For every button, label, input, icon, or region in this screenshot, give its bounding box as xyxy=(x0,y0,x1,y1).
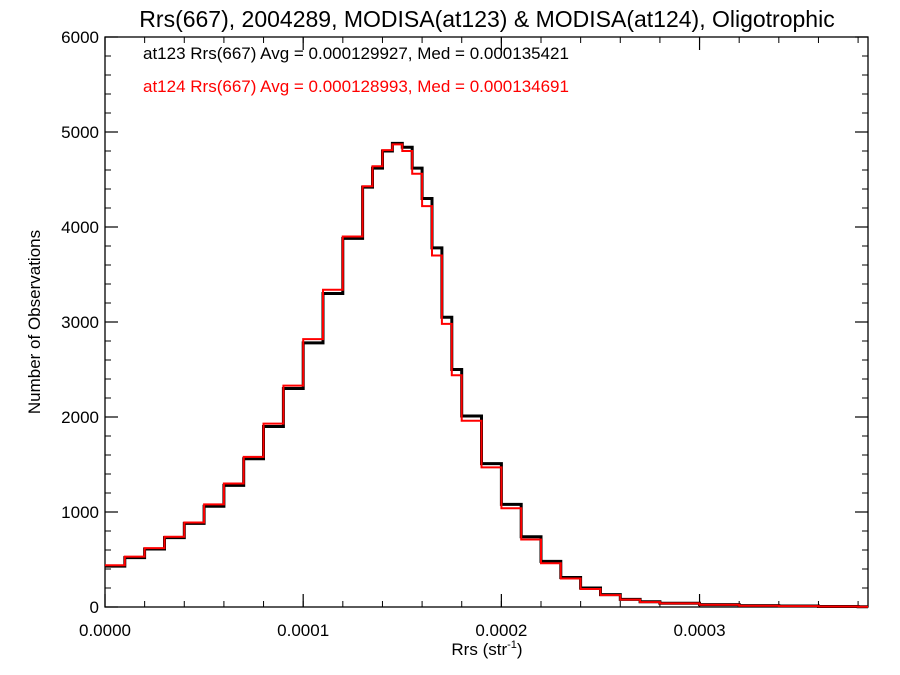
y-axis-label: Number of Observations xyxy=(25,230,44,414)
x-axis-label-superscript: -1 xyxy=(507,639,517,651)
legend-entry-at124: at124 Rrs(667) Avg = 0.000128993, Med = … xyxy=(143,77,569,96)
y-tick-label: 5000 xyxy=(61,123,99,142)
axis-ticks xyxy=(104,36,868,608)
chart-title: Rrs(667), 2004289, MODISA(at123) & MODIS… xyxy=(139,6,834,32)
x-tick-label: 0.0001 xyxy=(277,621,329,640)
x-axis-label-close: ) xyxy=(517,640,523,659)
x-tick-labels: 0.0000 0.0001 0.0002 0.0003 xyxy=(79,621,726,640)
plot-frame xyxy=(104,36,869,608)
series-line-1 xyxy=(105,143,868,608)
series-line-0 xyxy=(105,141,868,609)
y-tick-labels: 0 1000 2000 3000 4000 5000 6000 xyxy=(61,28,99,617)
y-tick-label: 0 xyxy=(90,598,99,617)
y-tick-label: 6000 xyxy=(61,28,99,47)
legend-entry-at123: at123 Rrs(667) Avg = 0.000129927, Med = … xyxy=(143,44,569,63)
x-axis-label-main: Rrs (str xyxy=(451,640,507,659)
x-tick-label: 0.0002 xyxy=(475,621,527,640)
y-tick-label: 2000 xyxy=(61,408,99,427)
x-tick-label: 0.0003 xyxy=(674,621,726,640)
x-axis-label: Rrs (str-1) xyxy=(451,639,522,659)
x-tick-label: 0.0000 xyxy=(79,621,131,640)
y-tick-label: 4000 xyxy=(61,218,99,237)
y-tick-label: 1000 xyxy=(61,503,99,522)
y-tick-label: 3000 xyxy=(61,313,99,332)
data-series xyxy=(105,141,868,609)
